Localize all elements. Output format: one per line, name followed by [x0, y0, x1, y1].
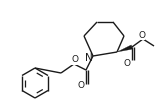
Text: N: N: [85, 53, 93, 63]
Text: O: O: [124, 59, 130, 69]
Text: O: O: [138, 30, 146, 40]
Text: O: O: [78, 82, 84, 90]
Text: O: O: [71, 56, 78, 64]
Polygon shape: [117, 45, 133, 52]
